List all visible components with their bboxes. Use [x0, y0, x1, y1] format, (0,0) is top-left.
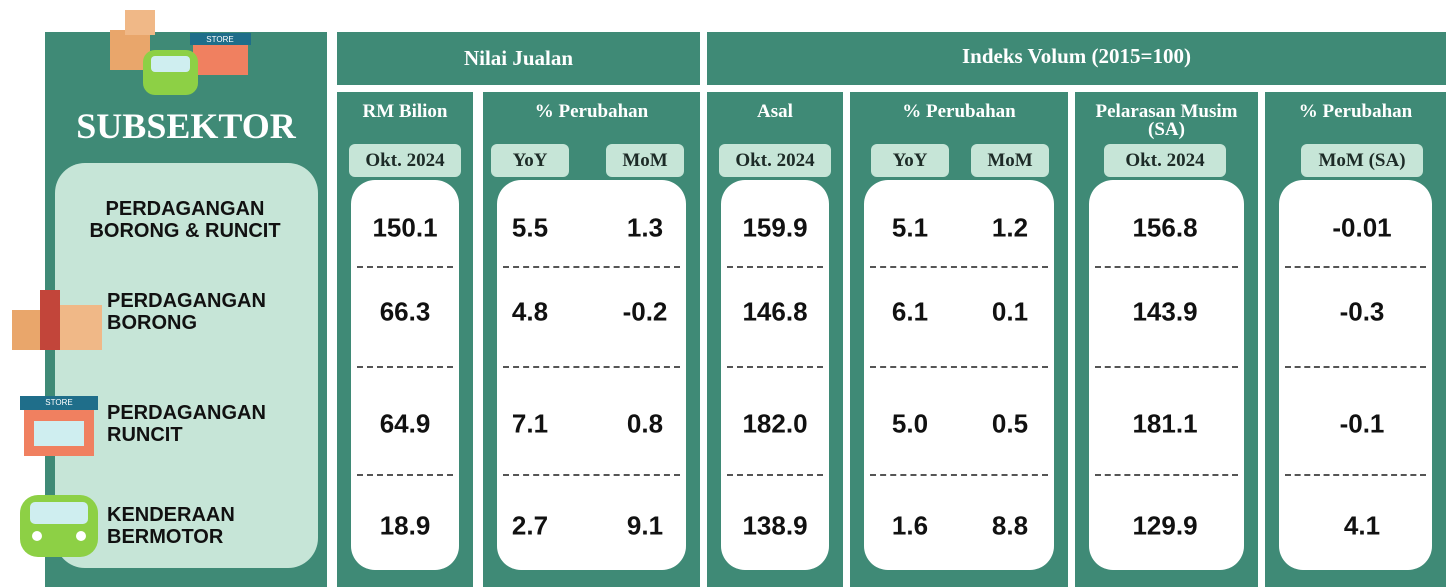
store-sign: STORE [45, 398, 72, 407]
cell-value: 0.8 [626, 408, 664, 439]
row-separator [1285, 366, 1426, 368]
cell-value: 150.1 [372, 212, 438, 243]
cell-value: 5.1 [891, 212, 929, 243]
column-title: % Perubahan [534, 101, 649, 122]
store-sign: STORE [206, 35, 233, 44]
row-separator [1095, 266, 1238, 268]
sub-header: Okt. 2024 [719, 144, 831, 177]
cell-value: 182.0 [742, 408, 808, 439]
row-separator [503, 266, 680, 268]
cell-value: 1.2 [991, 212, 1029, 243]
row-separator [727, 366, 823, 368]
column-panel [351, 180, 459, 570]
runcit-icon: STORE [20, 396, 98, 456]
cell-value: 8.8 [991, 510, 1029, 541]
cell-value: 138.9 [742, 510, 808, 541]
cell-value: 0.5 [991, 408, 1029, 439]
row-label: PERDAGANGAN BORONG & RUNCIT [89, 198, 281, 242]
column-panel [1089, 180, 1244, 570]
nilai-jualan-header: Nilai Jualan [337, 32, 700, 85]
column-title: Pelarasan Musim (SA) [1095, 101, 1238, 140]
row-separator [870, 366, 1048, 368]
column-title: % Perubahan [902, 101, 1016, 122]
cell-value: 7.1 [511, 408, 549, 439]
sub-header: YoY [491, 144, 569, 177]
cell-value: 6.1 [891, 296, 929, 327]
column-panel [1279, 180, 1432, 570]
sub-header: Okt. 2024 [349, 144, 461, 177]
column-title: % Perubahan [1298, 101, 1413, 122]
cell-value: 156.8 [1132, 212, 1198, 243]
row-separator [357, 366, 453, 368]
borong-icon [12, 290, 102, 350]
cell-value: 4.1 [1343, 510, 1381, 541]
cell-value: 2.7 [511, 510, 549, 541]
cell-value: 146.8 [742, 296, 808, 327]
cell-value: 181.1 [1132, 408, 1198, 439]
header-icon: STORE [110, 10, 251, 95]
cell-value: 66.3 [379, 296, 431, 327]
column-title: Asal [757, 101, 793, 122]
cell-value: -0.1 [1339, 408, 1385, 439]
row-separator [1285, 474, 1426, 476]
column-panel [721, 180, 829, 570]
column-title: RM Bilion [362, 101, 448, 122]
row-label: PERDAGANGAN BORONG [107, 290, 266, 334]
row-separator [357, 474, 453, 476]
cell-value: 159.9 [742, 212, 808, 243]
row-separator [1095, 366, 1238, 368]
row-separator [1285, 266, 1426, 268]
cell-value: 143.9 [1132, 296, 1198, 327]
cell-value: 0.1 [991, 296, 1029, 327]
row-label: KENDERAAN BERMOTOR [107, 504, 235, 548]
cell-value: 5.0 [891, 408, 929, 439]
cell-value: -0.2 [622, 296, 668, 327]
subsektor-title: SUBSEKTOR [76, 106, 296, 146]
cell-value: 129.9 [1132, 510, 1198, 541]
column-panel [864, 180, 1054, 570]
row-separator [727, 474, 823, 476]
cell-value: 1.3 [626, 212, 664, 243]
row-label: PERDAGANGAN RUNCIT [107, 402, 266, 446]
row-separator [503, 366, 680, 368]
cell-value: 4.8 [511, 296, 549, 327]
column-panel [497, 180, 686, 570]
cell-value: 64.9 [379, 408, 431, 439]
row-separator [870, 266, 1048, 268]
cell-value: 5.5 [511, 212, 549, 243]
cell-value: -0.01 [1332, 212, 1392, 243]
sub-header: Okt. 2024 [1104, 144, 1226, 177]
cell-value: -0.3 [1339, 296, 1385, 327]
indeks-volum-header: Indeks Volum (2015=100) [707, 32, 1446, 85]
kenderaan-icon [20, 495, 98, 557]
row-separator [1095, 474, 1238, 476]
sub-header: MoM [971, 144, 1049, 177]
cell-value: 18.9 [379, 510, 431, 541]
row-separator [870, 474, 1048, 476]
cell-value: 9.1 [626, 510, 664, 541]
label-panel [55, 163, 318, 568]
sub-header: MoM [606, 144, 684, 177]
row-separator [727, 266, 823, 268]
sub-header: MoM (SA) [1301, 144, 1423, 177]
sub-header: YoY [871, 144, 949, 177]
row-separator [357, 266, 453, 268]
row-separator [503, 474, 680, 476]
cell-value: 1.6 [891, 510, 929, 541]
